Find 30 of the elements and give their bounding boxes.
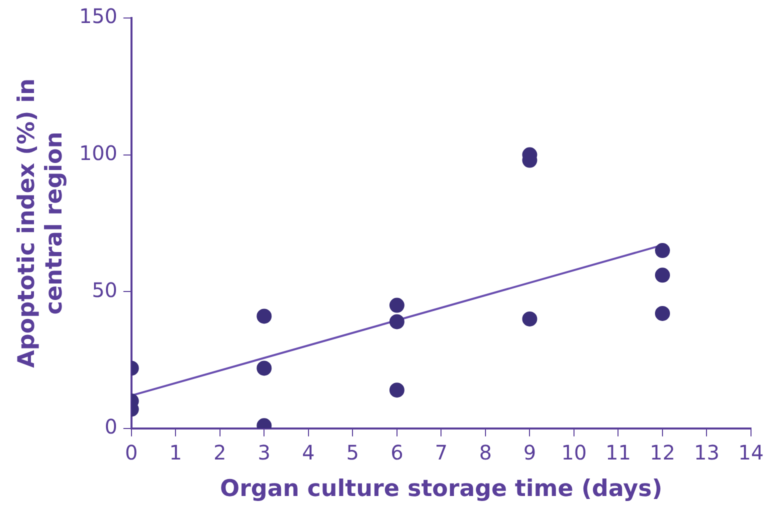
x-tick-label: 10 bbox=[561, 440, 587, 465]
x-tick-label: 7 bbox=[434, 440, 448, 465]
point bbox=[389, 314, 404, 330]
x-tick-label: 11 bbox=[605, 440, 631, 465]
y-tick-label: 100 bbox=[79, 141, 118, 166]
point bbox=[654, 243, 670, 258]
x-tick-label: 8 bbox=[479, 440, 492, 465]
y-axis-title: Apoptotic index (%) in central region bbox=[14, 78, 68, 368]
y-tick-label: 150 bbox=[79, 4, 118, 28]
x-tick-label: 14 bbox=[738, 440, 764, 465]
point bbox=[522, 311, 538, 326]
y-tick-label: 0 bbox=[104, 414, 118, 439]
x-tick-label: 5 bbox=[346, 440, 360, 465]
x-tick-label: 13 bbox=[694, 440, 720, 465]
x-tick-label: 0 bbox=[125, 440, 138, 465]
x-axis-title: Organ culture storage time (days) bbox=[220, 476, 662, 502]
point bbox=[654, 268, 670, 283]
point bbox=[256, 308, 272, 324]
point bbox=[654, 306, 670, 321]
x-tick-label: 2 bbox=[214, 440, 226, 465]
x-tick-label: 3 bbox=[258, 440, 271, 465]
point bbox=[389, 298, 404, 313]
point bbox=[389, 382, 404, 398]
y-tick-label: 50 bbox=[92, 278, 118, 302]
x-tick-label: 12 bbox=[650, 440, 676, 465]
x-tick-label: 9 bbox=[523, 440, 536, 465]
point bbox=[256, 360, 272, 376]
x-tick-label: 1 bbox=[169, 440, 182, 465]
x-tick-label: 4 bbox=[302, 440, 315, 465]
x-tick-label: 6 bbox=[390, 440, 404, 465]
